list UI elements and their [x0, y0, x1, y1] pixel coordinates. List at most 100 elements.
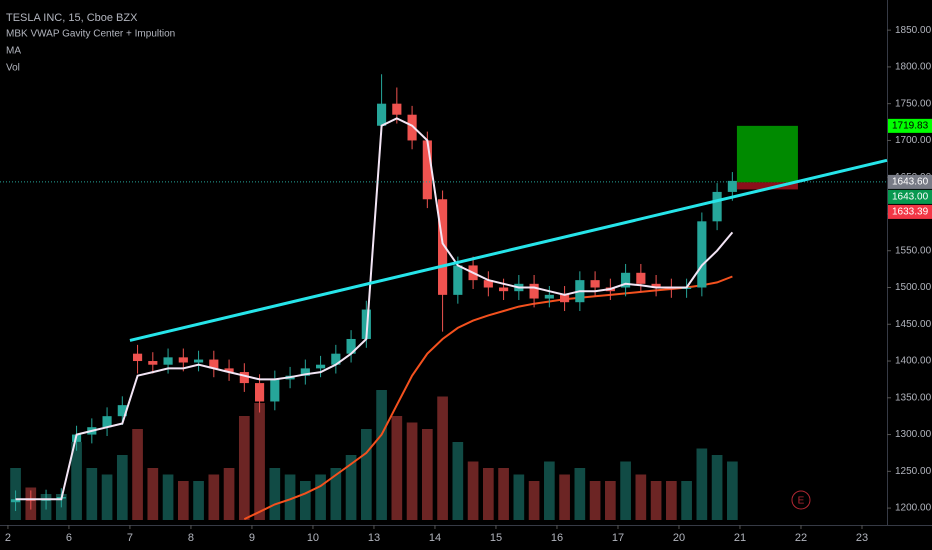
candle-body — [438, 199, 448, 295]
candle-body — [483, 280, 493, 288]
candle-body — [132, 353, 143, 362]
candle-body — [377, 103, 387, 126]
candle-body — [544, 294, 554, 299]
volume-bar — [238, 416, 250, 520]
volume-bar — [406, 422, 418, 520]
price-label-box — [888, 204, 932, 219]
price-label-box — [888, 189, 932, 204]
candle-body — [224, 368, 234, 373]
volume-bar — [589, 481, 601, 520]
y-tick-label: 1300.00 — [895, 429, 932, 440]
y-tick-label: 1550.00 — [895, 245, 932, 256]
candle-body — [407, 114, 417, 141]
candle-body — [239, 372, 249, 384]
candle-body — [727, 180, 737, 192]
price-label: 1643.60 — [892, 177, 929, 188]
candle-body — [300, 368, 310, 376]
x-tick-label: 21 — [734, 532, 746, 544]
volume-bar — [193, 481, 204, 520]
candle-body — [529, 283, 539, 299]
chart-title: TESLA INC, 15, Cboe BZX — [6, 12, 138, 24]
volume-bar — [498, 468, 509, 520]
event-marker — [791, 490, 811, 510]
volume-bar — [315, 474, 326, 520]
price-label: 1719.83 — [892, 121, 929, 132]
volume-bar — [330, 468, 342, 520]
candle-body — [148, 361, 158, 365]
x-tick-label: 14 — [429, 532, 441, 544]
volume-bar — [345, 455, 357, 520]
position-target — [736, 125, 798, 183]
y-tick-label: 1850.00 — [895, 25, 932, 36]
volume-bar — [681, 481, 692, 520]
candle-body — [361, 309, 371, 339]
volume-bar — [605, 481, 616, 520]
x-tick-label: 22 — [795, 532, 807, 544]
y-tick-label: 1800.00 — [895, 62, 932, 73]
candle-body — [163, 357, 173, 365]
candle-body — [254, 383, 265, 402]
volume-bar — [544, 461, 555, 520]
candle-body — [636, 272, 646, 284]
position-stop — [736, 182, 798, 190]
volume-bar — [299, 481, 311, 520]
x-tick-label: 7 — [127, 532, 133, 544]
x-tick-label: 15 — [490, 532, 502, 544]
volume-bar — [360, 429, 372, 520]
volume-bar — [421, 429, 433, 520]
candle-body — [209, 359, 219, 369]
y-tick-label: 1400.00 — [895, 356, 932, 367]
x-tick-label: 10 — [307, 532, 319, 544]
candle-body — [346, 338, 356, 354]
candle-body — [193, 359, 204, 363]
y-tick-label: 1500.00 — [895, 282, 932, 293]
volume-bar — [71, 442, 82, 520]
volume-bar — [483, 468, 494, 520]
volume-bar — [162, 474, 174, 520]
price-label-box — [888, 174, 932, 189]
volume-bar — [177, 481, 189, 520]
volume-bar — [559, 474, 570, 520]
volume-bar — [208, 474, 220, 520]
volume-bar — [513, 474, 525, 520]
volume-bar — [86, 468, 98, 520]
y-tick-label: 1700.00 — [895, 135, 932, 146]
volume-bar — [467, 461, 479, 520]
volume-bar — [711, 455, 723, 520]
y-tick-label: 1750.00 — [895, 98, 932, 109]
volume-bar — [620, 461, 631, 520]
candle-body — [560, 294, 570, 303]
candle-body — [712, 191, 722, 222]
plot — [0, 74, 888, 521]
candle-body — [331, 353, 341, 365]
x-tick-label: 20 — [673, 532, 685, 544]
candle-body — [422, 140, 432, 200]
volume-bar — [269, 468, 281, 520]
trend-line — [129, 158, 888, 342]
x-tick-label: 9 — [249, 532, 255, 544]
x-tick-label: 17 — [612, 532, 624, 544]
candle-body — [651, 283, 661, 288]
candle-body — [270, 379, 280, 402]
volume-bar — [528, 481, 540, 520]
x-tick-label: 13 — [368, 532, 380, 544]
price-label: 1643.00 — [892, 192, 929, 203]
volume-bar — [437, 396, 448, 520]
volume-bar — [574, 468, 586, 520]
x-tick-label: 6 — [66, 532, 72, 544]
candle-body — [178, 357, 188, 363]
candle-body — [10, 499, 21, 503]
volume-bar — [376, 390, 387, 520]
candle-body — [590, 280, 600, 288]
y-tick-label: 1250.00 — [895, 466, 932, 477]
indicator-label: Vol — [6, 63, 20, 74]
indicator-label: MA — [6, 46, 21, 57]
x-tick-label: 16 — [551, 532, 563, 544]
volume-bar — [116, 455, 128, 520]
x-tick-label: 8 — [188, 532, 194, 544]
volume-bar — [147, 468, 159, 520]
price-label: 1633.39 — [892, 207, 929, 218]
x-tick-label: 23 — [856, 532, 868, 544]
